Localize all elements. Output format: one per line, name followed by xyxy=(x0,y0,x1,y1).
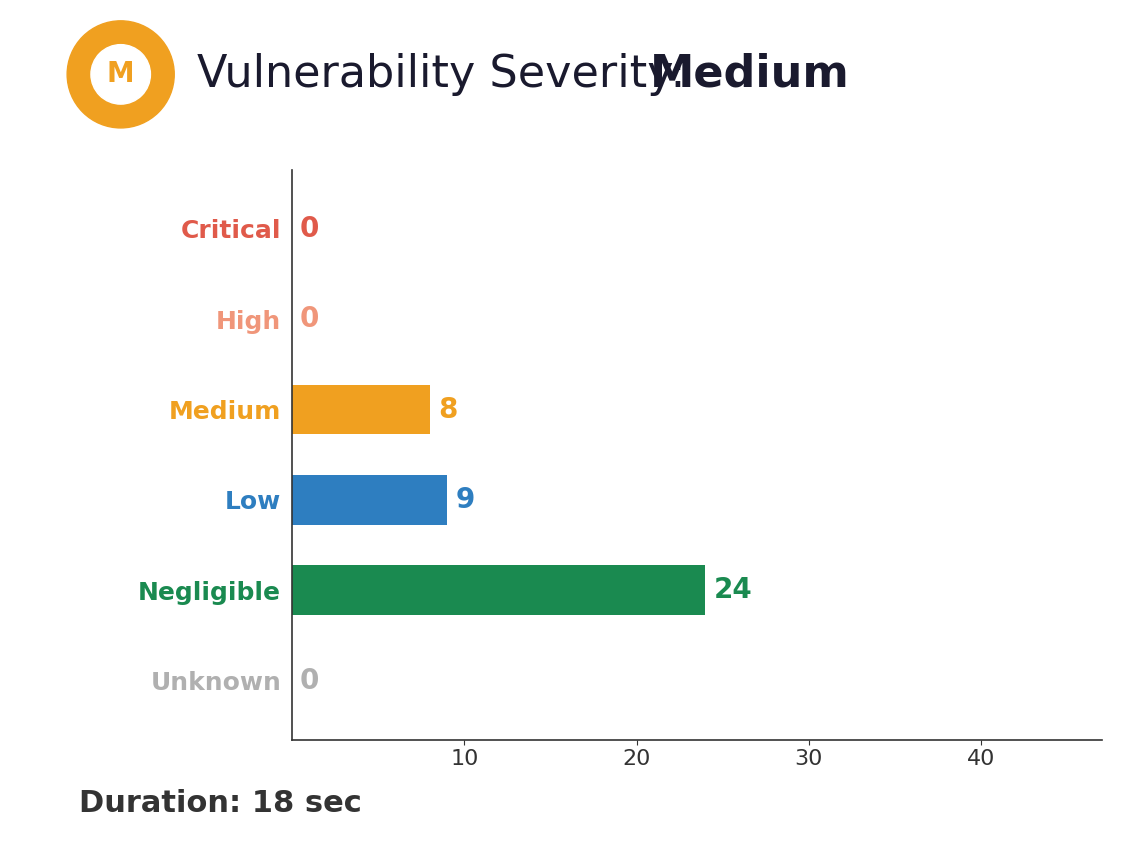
Text: 0: 0 xyxy=(299,666,318,694)
Text: Medium: Medium xyxy=(650,53,850,96)
Text: M: M xyxy=(107,60,135,88)
Text: 0: 0 xyxy=(299,305,318,333)
Text: 9: 9 xyxy=(456,486,475,514)
Text: 8: 8 xyxy=(438,395,457,423)
Text: Duration: 18 sec: Duration: 18 sec xyxy=(79,789,362,818)
Ellipse shape xyxy=(67,20,174,128)
Text: 24: 24 xyxy=(714,576,753,604)
Bar xyxy=(292,385,430,434)
Text: 0: 0 xyxy=(299,215,318,243)
Bar xyxy=(292,475,447,524)
Text: Vulnerability Severity:: Vulnerability Severity: xyxy=(197,53,699,96)
Bar xyxy=(292,565,706,615)
Ellipse shape xyxy=(91,45,151,105)
